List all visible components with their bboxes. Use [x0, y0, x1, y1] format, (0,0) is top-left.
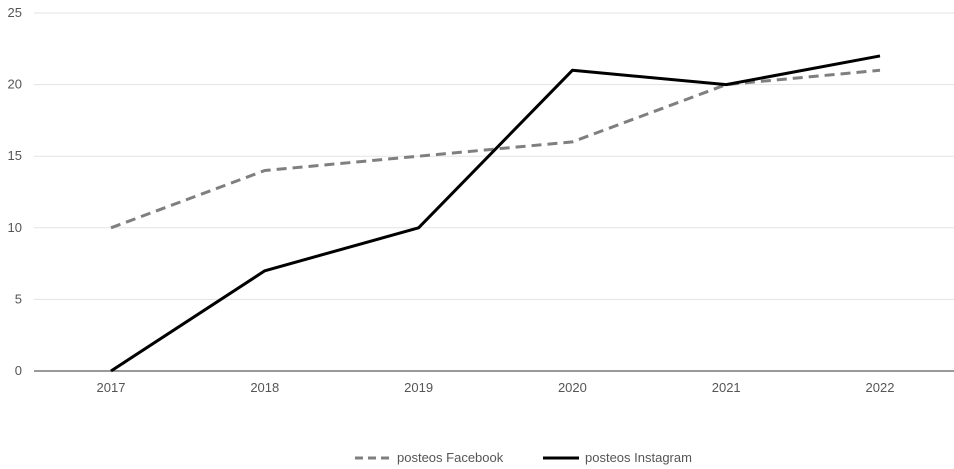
legend-item-facebook[interactable]: posteos Facebook — [355, 450, 504, 465]
y-tick-label: 15 — [8, 148, 22, 163]
x-tick-label: 2018 — [250, 380, 279, 395]
y-tick-label: 0 — [15, 363, 22, 378]
y-axis-ticks: 0 5 10 15 20 25 — [8, 5, 22, 378]
x-tick-label: 2017 — [97, 380, 126, 395]
legend: posteos Facebook posteos Instagram — [355, 450, 692, 465]
x-axis-ticks: 2017 2018 2019 2020 2021 2022 — [97, 380, 895, 395]
x-tick-label: 2020 — [558, 380, 587, 395]
gridlines — [34, 12, 954, 300]
series-lines — [110, 54, 881, 373]
y-tick-label: 5 — [15, 291, 22, 306]
legend-item-instagram[interactable]: posteos Instagram — [543, 450, 692, 465]
legend-label: posteos Facebook — [397, 450, 504, 465]
series-line-facebook — [110, 68, 881, 230]
y-tick-label: 25 — [8, 5, 22, 20]
x-tick-label: 2021 — [712, 380, 741, 395]
legend-label: posteos Instagram — [585, 450, 692, 465]
x-tick-label: 2022 — [866, 380, 895, 395]
y-tick-label: 20 — [8, 77, 22, 92]
y-tick-label: 10 — [8, 220, 22, 235]
x-tick-label: 2019 — [404, 380, 433, 395]
series-line-instagram — [110, 54, 881, 373]
